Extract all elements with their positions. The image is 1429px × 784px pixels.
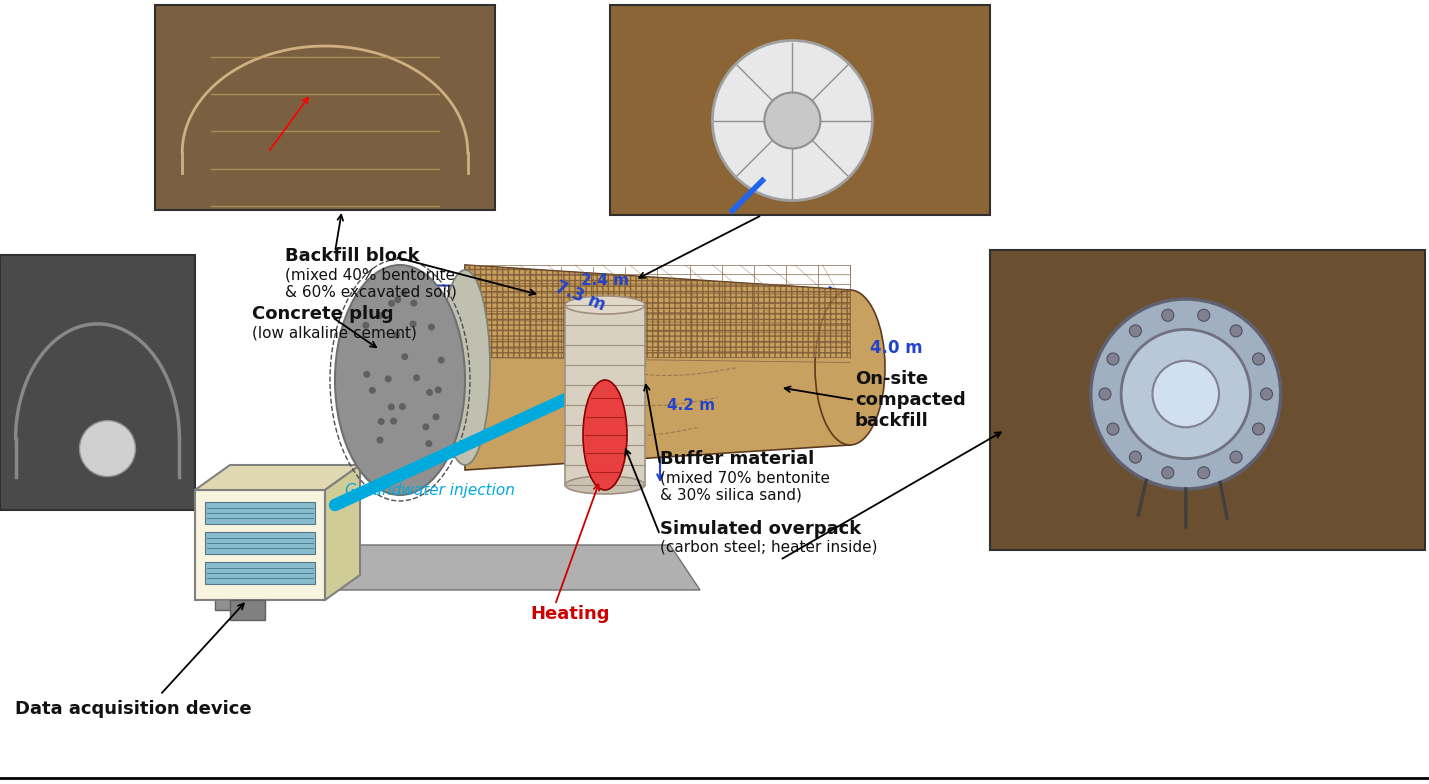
- Ellipse shape: [564, 296, 644, 314]
- Circle shape: [429, 324, 434, 331]
- Text: Groundwater injection: Groundwater injection: [344, 483, 514, 498]
- Circle shape: [1090, 299, 1280, 489]
- Text: (low alkaline cement): (low alkaline cement): [252, 325, 417, 340]
- Polygon shape: [324, 465, 360, 600]
- Circle shape: [389, 300, 394, 307]
- Circle shape: [377, 437, 383, 444]
- Polygon shape: [194, 465, 360, 490]
- Polygon shape: [230, 600, 264, 620]
- FancyBboxPatch shape: [204, 502, 314, 524]
- Text: (carbon steel; heater inside): (carbon steel; heater inside): [660, 540, 877, 555]
- Circle shape: [1230, 451, 1242, 463]
- Circle shape: [369, 387, 376, 394]
- Text: 4.2 m: 4.2 m: [667, 398, 714, 413]
- Circle shape: [426, 389, 433, 396]
- Circle shape: [1107, 353, 1119, 365]
- Circle shape: [413, 374, 420, 381]
- Circle shape: [1230, 325, 1242, 337]
- FancyBboxPatch shape: [204, 532, 314, 554]
- FancyBboxPatch shape: [0, 255, 194, 510]
- Circle shape: [1252, 423, 1265, 435]
- Circle shape: [426, 440, 433, 447]
- Circle shape: [390, 418, 397, 425]
- Ellipse shape: [334, 265, 464, 495]
- Circle shape: [80, 420, 136, 477]
- Text: Simulated overpack: Simulated overpack: [660, 520, 862, 538]
- Circle shape: [1162, 309, 1173, 321]
- Text: On-site
compacted
backfill: On-site compacted backfill: [855, 370, 966, 430]
- Text: Concrete plug: Concrete plug: [252, 305, 393, 323]
- Circle shape: [1198, 466, 1210, 479]
- Circle shape: [410, 321, 417, 328]
- Ellipse shape: [583, 380, 627, 490]
- Circle shape: [1153, 361, 1219, 427]
- Circle shape: [713, 41, 872, 201]
- Circle shape: [377, 418, 384, 425]
- Circle shape: [1099, 388, 1110, 400]
- Circle shape: [384, 376, 392, 383]
- Text: (mixed 40% bentonite
& 60% excavated soil): (mixed 40% bentonite & 60% excavated soi…: [284, 267, 457, 299]
- Text: Heating: Heating: [530, 605, 610, 623]
- Circle shape: [363, 371, 370, 378]
- FancyBboxPatch shape: [154, 5, 494, 210]
- Text: Data acquisition device: Data acquisition device: [14, 700, 252, 718]
- Circle shape: [434, 387, 442, 394]
- Circle shape: [1252, 353, 1265, 365]
- Circle shape: [387, 404, 394, 410]
- Polygon shape: [464, 265, 850, 358]
- Circle shape: [377, 312, 383, 319]
- Polygon shape: [214, 590, 244, 610]
- Polygon shape: [464, 265, 850, 470]
- Text: 4.0 m: 4.0 m: [870, 339, 923, 357]
- Circle shape: [1107, 423, 1119, 435]
- Circle shape: [1129, 325, 1142, 337]
- Circle shape: [423, 423, 429, 430]
- Circle shape: [393, 332, 400, 339]
- FancyBboxPatch shape: [990, 250, 1425, 550]
- Circle shape: [1162, 466, 1173, 479]
- Circle shape: [765, 93, 820, 148]
- Text: 2.4 m: 2.4 m: [582, 273, 629, 288]
- Circle shape: [437, 357, 444, 364]
- Circle shape: [399, 403, 406, 410]
- Text: (mixed 70% bentonite
& 30% silica sand): (mixed 70% bentonite & 30% silica sand): [660, 470, 830, 503]
- Text: Buffer material: Buffer material: [660, 450, 815, 468]
- Ellipse shape: [564, 476, 644, 494]
- Text: 7.3 m: 7.3 m: [552, 278, 607, 314]
- Circle shape: [1260, 388, 1272, 400]
- Polygon shape: [214, 545, 700, 590]
- Circle shape: [402, 354, 409, 360]
- FancyBboxPatch shape: [610, 5, 990, 215]
- Circle shape: [363, 321, 369, 328]
- Ellipse shape: [440, 270, 490, 465]
- Polygon shape: [564, 305, 644, 485]
- Circle shape: [410, 299, 417, 307]
- Polygon shape: [194, 490, 324, 600]
- FancyBboxPatch shape: [204, 562, 314, 584]
- Circle shape: [1122, 329, 1250, 459]
- Text: Backfill block: Backfill block: [284, 247, 420, 265]
- Circle shape: [400, 289, 407, 296]
- Ellipse shape: [815, 290, 885, 445]
- Circle shape: [1129, 451, 1142, 463]
- Circle shape: [1198, 309, 1210, 321]
- Circle shape: [433, 413, 440, 420]
- Circle shape: [394, 296, 402, 303]
